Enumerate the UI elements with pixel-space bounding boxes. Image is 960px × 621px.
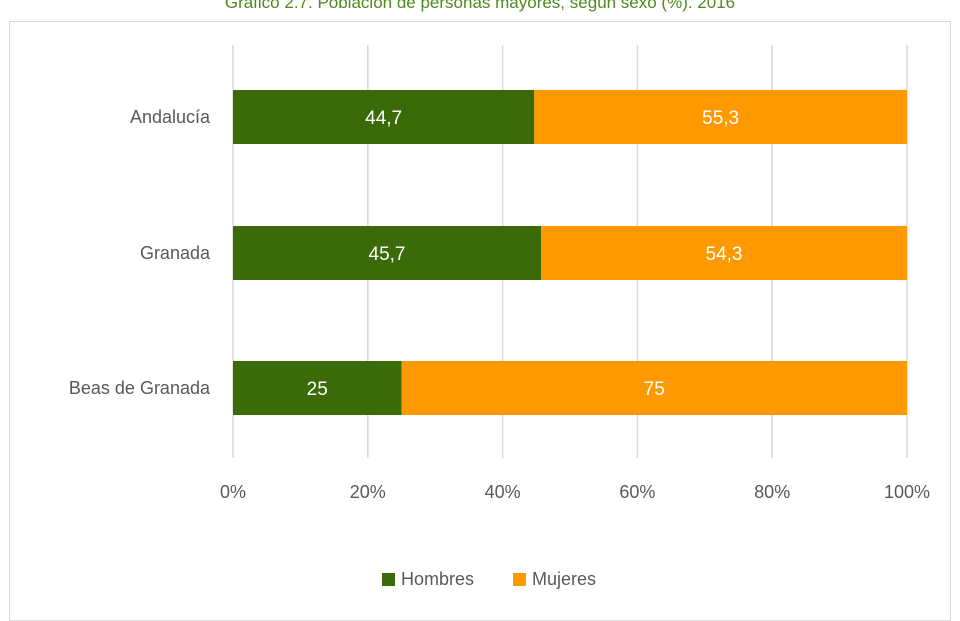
data-label: 25	[307, 379, 328, 400]
x-tick-label: 100%	[884, 482, 930, 502]
data-label: 54,3	[706, 244, 743, 265]
category-labels: Andalucía Granada Beas de Granada	[69, 107, 211, 398]
category-label: Granada	[140, 243, 211, 263]
x-tick-label: 40%	[485, 482, 521, 502]
bar-mujeres	[541, 226, 907, 280]
bars: 44,7 55,3 45,7 54,3 25 75	[233, 90, 907, 415]
x-tick-label: 80%	[754, 482, 790, 502]
legend-swatch-mujeres	[513, 573, 526, 586]
x-tick-label: 20%	[350, 482, 386, 502]
legend-label: Mujeres	[532, 569, 596, 589]
bar-hombres	[233, 226, 542, 280]
bar-mujeres	[401, 361, 907, 415]
category-label: Andalucía	[130, 107, 211, 127]
x-tick-label: 60%	[619, 482, 655, 502]
category-label: Beas de Granada	[69, 378, 211, 398]
data-label: 75	[644, 379, 665, 400]
data-label: 55,3	[702, 108, 739, 129]
bar-hombres	[233, 90, 535, 144]
tick-labels: 0% 20% 40% 60% 80% 100%	[220, 482, 930, 502]
x-tick-label: 0%	[220, 482, 246, 502]
bar-mujeres	[534, 90, 907, 144]
legend: Hombres Mujeres	[382, 569, 596, 589]
chart-title: Gráfico 2.7. Población de personas mayor…	[224, 0, 736, 12]
data-label: 44,7	[365, 108, 402, 129]
bar-hombres	[233, 361, 402, 415]
legend-label: Hombres	[401, 569, 474, 589]
data-label: 45,7	[369, 244, 406, 265]
legend-swatch-hombres	[382, 573, 395, 586]
